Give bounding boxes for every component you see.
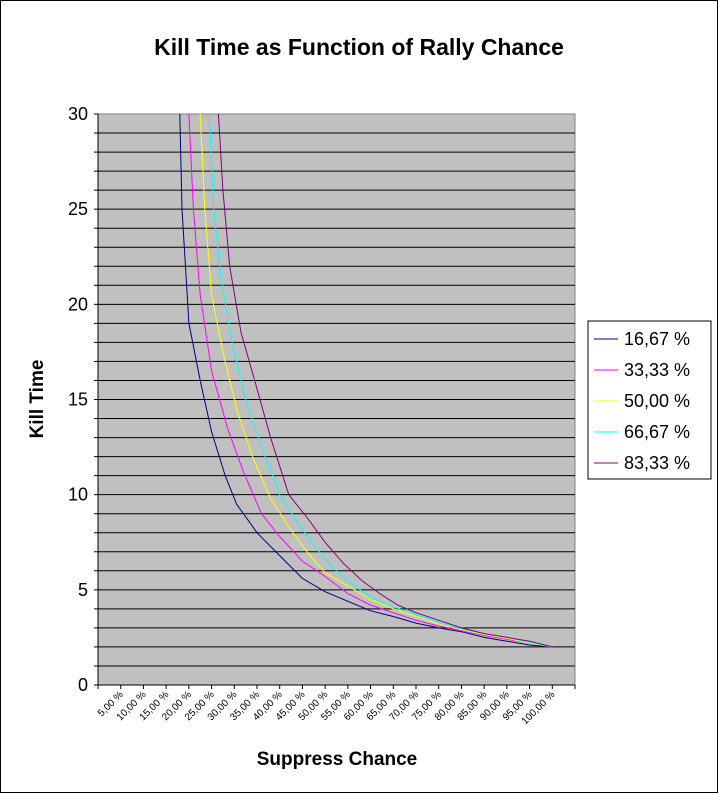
plot-area (97, 113, 576, 686)
y-tick-label: 20 (68, 294, 88, 314)
x-axis-title: Suppress Chance (257, 749, 418, 770)
legend-entry: 66,67 % (624, 422, 690, 442)
series-line (179, 113, 553, 648)
y-tick-label: 10 (68, 485, 88, 505)
series-line (217, 113, 553, 648)
series-line (199, 113, 553, 648)
y-tick-label: 30 (68, 104, 88, 124)
y-tick-label: 25 (68, 199, 88, 219)
legend-entry: 16,67 % (624, 329, 690, 349)
legend-entry: 83,33 % (624, 453, 690, 473)
x-axis-ticks: 5,00 %10,00 %15,00 %20,00 %25,00 %30,00 … (96, 685, 576, 727)
y-axis-title: Kill Time (27, 360, 48, 439)
legend-entry: 50,00 % (624, 391, 690, 411)
y-tick-label: 5 (78, 580, 88, 600)
y-tick-label: 0 (78, 675, 88, 695)
legend-box (587, 320, 712, 480)
series-line (188, 113, 553, 648)
series-lines (179, 113, 553, 648)
y-axis-ticks: 0 5 10 15 20 25 30 (68, 104, 98, 695)
legend: 16,67 % 33,33 % 50,00 % 66,67 % 83,33 % (587, 320, 712, 480)
legend-entry: 33,33 % (624, 360, 690, 380)
gridlines (98, 132, 575, 667)
y-tick-label: 15 (68, 390, 88, 410)
chart-title: Kill Time as Function of Rally Chance (154, 34, 564, 60)
